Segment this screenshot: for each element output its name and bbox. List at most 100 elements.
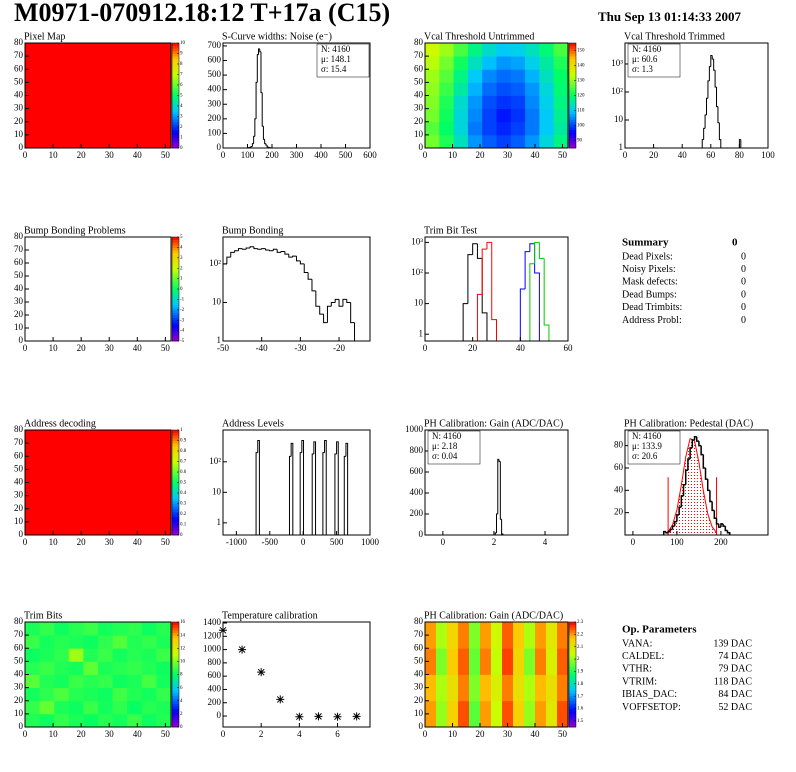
heat-cell [453,56,469,70]
heat-cell [156,635,172,649]
heat-cell [141,713,157,728]
palette-strip [569,82,576,86]
palette-strip [569,85,576,89]
heat-cell [112,674,128,689]
hist-bin [538,242,545,259]
palette-strip [172,45,179,49]
heat-cell [525,95,540,110]
heat-cell [83,622,99,636]
hist-bin [671,525,675,530]
palette-strip [569,724,576,728]
y-tick-label: 70 [414,50,424,60]
palette-strip [172,283,179,287]
hist-bin [311,453,314,535]
row-label: IBIAS_DAC: [622,689,677,700]
heat-cell [447,622,459,649]
palette-label: 2.3 [577,620,584,625]
heat-cell [469,622,481,649]
heat-cell [510,82,526,96]
heat-cell [553,43,569,57]
hist-bin [350,302,355,324]
point [295,712,304,721]
palette-strip [569,703,576,707]
heat-cell [525,82,540,96]
palette-strip [172,129,179,133]
palette-strip [172,82,179,86]
heat-cell [482,43,497,57]
point [333,712,342,721]
x-tick-label: -500 [262,537,279,547]
palette-strip [172,529,179,533]
heat-cell [98,661,113,675]
palette-strip [172,469,179,473]
x-tick-label: 0 [301,537,306,547]
palette-strip [569,43,576,47]
palette-strip [172,671,179,675]
palette-strip [569,661,576,665]
palette-strip [172,498,179,502]
hist-bin [265,143,268,146]
heat-cell [68,661,84,675]
y-tick-label: 10 [14,516,24,526]
heat-cell [54,648,70,662]
y-tick-label: 20 [414,695,424,705]
palette-strip [172,622,179,626]
hist-bin [524,251,530,289]
x-tick-label: -40 [256,343,268,353]
y-tick-label: 10³ [611,58,623,68]
panel-title: Trim Bits [24,610,62,621]
row-value: 52 DAC [718,702,752,713]
palette-label: 0.3 [180,502,187,507]
palette-strip [569,108,576,112]
heat-cell [98,622,113,636]
palette-label: 6 [180,83,183,88]
x-tick-label: 20 [77,537,87,547]
heat-cell [25,687,40,702]
hist-bin [529,263,535,341]
stats-entry: σ: 0.04 [432,451,458,461]
palette-label: 0.9 [180,439,187,444]
palette-strip [172,482,179,486]
palette-label: 1.8 [577,682,584,687]
palette-strip [172,695,179,699]
x-tick-label: 40 [133,729,143,739]
heat-cell [469,648,481,675]
stats-entry: N: 4160 [632,44,662,54]
hist-bin [267,146,270,148]
palette-strip [172,79,179,83]
heat-cell [524,622,536,649]
palette-strip [569,79,576,83]
stats-box [427,430,481,465]
palette-strip [172,485,179,489]
heat-cell [425,648,437,675]
palette-strip [569,664,576,668]
heat-cell [39,661,55,675]
palette-label: 0 [180,287,183,292]
hist-bin [268,249,274,252]
palette-strip [172,322,179,326]
palette-strip [172,242,179,246]
heat-cell [502,622,514,649]
palette-strip [569,674,576,678]
heat-cell [553,134,569,149]
hist-bin [311,279,316,292]
palette-strip [569,129,576,133]
palette-strip [172,299,179,303]
palette-label: -1 [180,298,185,303]
palette-label: 0 [180,725,183,730]
plot-frame [222,236,371,342]
heat-cell [535,648,547,675]
hist-bin [256,54,259,83]
heat-cell [156,622,172,636]
hist-bin [706,479,710,492]
panel-title: Bump Bonding Problems [24,225,126,236]
y-tick-label: 20 [14,309,24,319]
hist-bin [284,251,289,255]
palette-strip [569,56,576,60]
hist-bin [715,518,719,525]
palette-strip [172,103,179,107]
y-tick-label: 10 [414,298,424,308]
x-tick-label: 0 [23,537,28,547]
heat-cell [439,95,454,110]
